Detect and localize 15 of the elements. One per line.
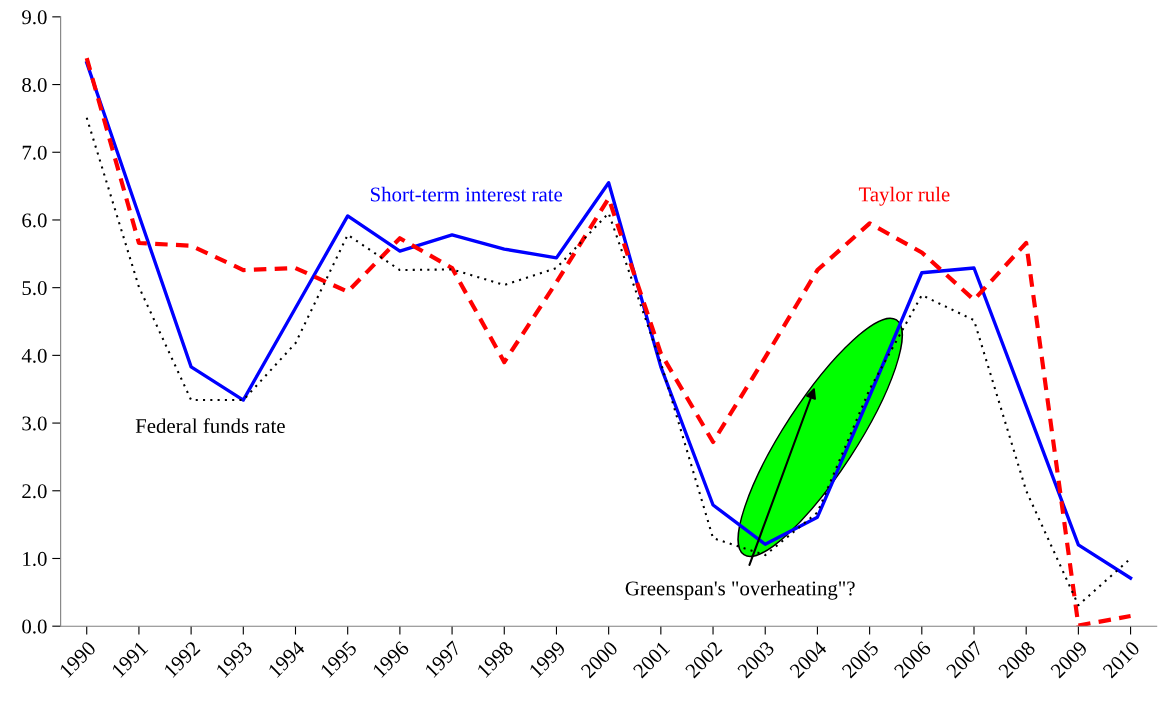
y-tick-label: 0.0 [22,619,47,634]
series-label: Short-term interest rate [370,186,563,202]
y-tick-label: 3.0 [22,416,47,431]
y-tick-label: 6.0 [22,213,47,228]
y-tick-label: 7.0 [22,145,47,160]
y-tick-label: 8.0 [22,77,47,93]
series-label: Federal funds rate [135,418,285,434]
y-tick-label: 4.0 [21,348,47,363]
annotation: Greenspan's "overheating"? [625,580,855,600]
y-tick-label: 9.0 [22,10,47,25]
y-tick-label: 1.0 [23,551,47,566]
series-label: Taylor rule [858,186,950,206]
y-tick-label: 2.0 [22,484,47,499]
x-tick-label: 1991 [111,640,149,678]
y-tick-label: 5.0 [22,281,47,296]
